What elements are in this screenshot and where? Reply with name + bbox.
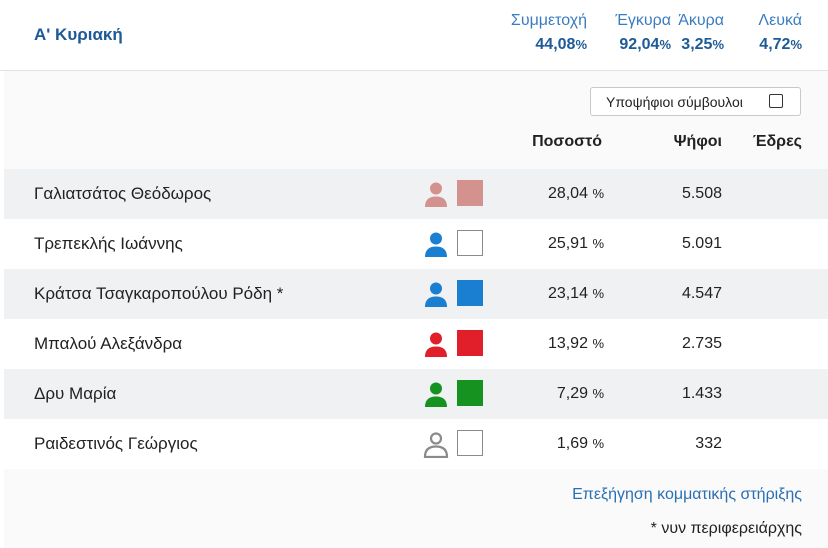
candidate-row[interactable]: Μπαλού Αλεξάνδρα 13,92 % 2.735 — [4, 319, 828, 369]
candidate-percent: 25,91 % — [547, 235, 604, 252]
candidate-name: Γαλιατσάτος Θεόδωρος — [34, 184, 212, 203]
stat-label: Λευκά — [758, 12, 802, 29]
candidate-name: Μπαλού Αλεξάνδρα — [34, 334, 183, 353]
stat-turnout: Συμμετοχή 44,08% — [511, 11, 587, 57]
candidate-percent: 1,69 % — [556, 435, 604, 452]
candidate-votes: 5.508 — [681, 185, 722, 202]
stat-label: Συμμετοχή — [510, 12, 587, 29]
person-icon — [425, 282, 447, 307]
stat-valid: Έγκυρα 92,04% — [615, 11, 671, 57]
stat-value: 3,25% — [681, 36, 724, 53]
candidate-row[interactable]: Γαλιατσάτος Θεόδωρος 28,04 % 5.508 — [4, 169, 828, 219]
candidate-votes: 5.091 — [681, 235, 722, 252]
candidate-name: Ραιδεστινός Γεώργιος — [34, 434, 198, 453]
candidate-councillors-toggle[interactable]: Υποψήφιοι σύμβουλοι — [590, 87, 801, 116]
round-title[interactable]: Α' Κυριακή — [34, 25, 123, 44]
stat-value: 92,04% — [619, 36, 671, 53]
column-header-percent: Ποσοστό — [532, 133, 602, 150]
candidate-name: Κράτσα Τσαγκαροπούλου Ρόδη * — [34, 284, 284, 303]
party-color-swatch — [457, 430, 483, 456]
person-icon — [425, 332, 447, 357]
candidate-percent: 13,92 % — [547, 335, 604, 352]
candidate-row[interactable]: Κράτσα Τσαγκαροπούλου Ρόδη * 23,14 % 4.547 — [4, 269, 828, 319]
stat-blank: Λευκά 4,72% — [758, 11, 802, 57]
candidate-name: Δρυ Μαρία — [34, 384, 117, 403]
stat-invalid: Άκυρα 3,25% — [678, 11, 724, 57]
candidate-row[interactable]: Τρεπεκλής Ιωάννης 25,91 % 5.091 — [4, 219, 828, 269]
party-support-explanation-link[interactable]: Επεξήγηση κομματικής στήριξης — [572, 486, 802, 503]
person-icon — [425, 382, 447, 407]
candidate-name: Τρεπεκλής Ιωάννης — [34, 234, 183, 253]
party-color-swatch — [457, 180, 483, 206]
toggle-label: Υποψήφιοι σύμβουλοι — [606, 94, 743, 110]
candidate-percent: 23,14 % — [547, 285, 604, 302]
candidate-votes: 4.547 — [681, 285, 722, 302]
candidate-row[interactable]: Δρυ Μαρία 7,29 % 1.433 — [4, 369, 828, 419]
party-color-swatch — [457, 230, 483, 256]
person-icon — [425, 182, 447, 207]
candidate-row[interactable]: Ραιδεστινός Γεώργιος 1,69 % 332 — [4, 419, 828, 469]
column-header-seats: Έδρες — [752, 133, 802, 150]
party-color-swatch — [457, 380, 483, 406]
candidate-votes: 1.433 — [681, 385, 722, 402]
column-header-votes: Ψήφοι — [673, 133, 722, 150]
incumbent-note: * νυν περιφερειάρχης — [650, 520, 802, 537]
stat-value: 4,72% — [759, 36, 802, 53]
candidate-percent: 28,04 % — [547, 185, 604, 202]
stat-label: Άκυρα — [678, 12, 724, 29]
person-outline-icon — [423, 432, 449, 458]
party-color-swatch — [457, 330, 483, 356]
candidate-percent: 7,29 % — [556, 385, 604, 402]
party-color-swatch — [457, 280, 483, 306]
candidate-votes: 2.735 — [681, 335, 722, 352]
toggle-checkbox[interactable] — [769, 94, 783, 108]
candidate-votes: 332 — [695, 435, 722, 452]
person-icon — [425, 232, 447, 257]
stat-value: 44,08% — [535, 36, 587, 53]
results-header: Α' Κυριακή Συμμετοχή 44,08% Έγκυρα 92,04… — [0, 0, 828, 71]
stat-label: Έγκυρα — [615, 12, 671, 29]
